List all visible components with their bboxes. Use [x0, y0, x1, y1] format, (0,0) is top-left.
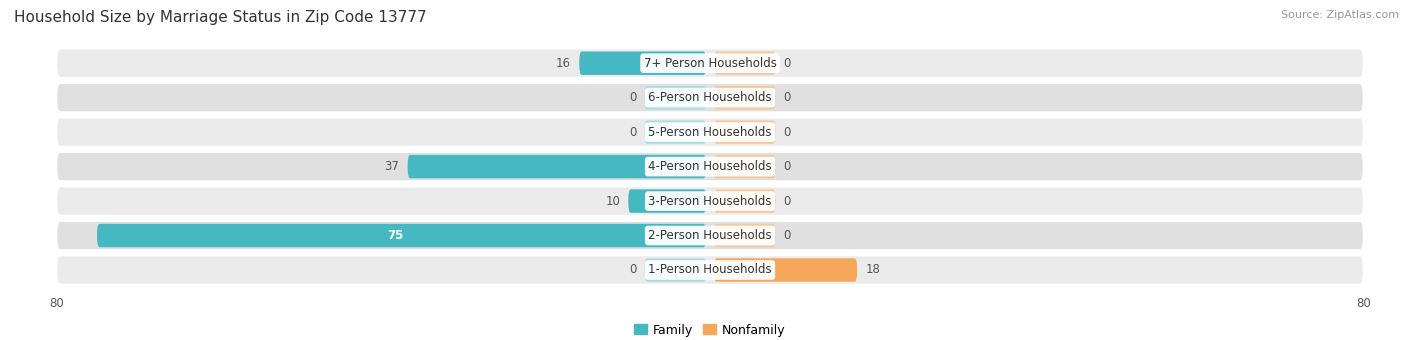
- Text: 7+ Person Households: 7+ Person Households: [644, 57, 776, 70]
- Legend: Family, Nonfamily: Family, Nonfamily: [630, 319, 790, 340]
- FancyBboxPatch shape: [579, 51, 706, 75]
- FancyBboxPatch shape: [644, 120, 706, 144]
- Text: 16: 16: [557, 57, 571, 70]
- FancyBboxPatch shape: [644, 258, 706, 282]
- Text: 5-Person Households: 5-Person Households: [648, 126, 772, 139]
- Text: 18: 18: [865, 264, 880, 276]
- Text: 0: 0: [783, 57, 792, 70]
- FancyBboxPatch shape: [56, 255, 1364, 285]
- FancyBboxPatch shape: [56, 118, 1364, 147]
- Text: 0: 0: [783, 160, 792, 173]
- Text: 10: 10: [605, 194, 620, 207]
- Text: 37: 37: [385, 160, 399, 173]
- Text: Source: ZipAtlas.com: Source: ZipAtlas.com: [1281, 10, 1399, 20]
- Text: 0: 0: [783, 91, 792, 104]
- FancyBboxPatch shape: [56, 49, 1364, 78]
- Text: Household Size by Marriage Status in Zip Code 13777: Household Size by Marriage Status in Zip…: [14, 10, 426, 25]
- FancyBboxPatch shape: [714, 51, 776, 75]
- Text: 0: 0: [783, 126, 792, 139]
- FancyBboxPatch shape: [408, 155, 706, 178]
- FancyBboxPatch shape: [714, 189, 776, 213]
- Text: 3-Person Households: 3-Person Households: [648, 194, 772, 207]
- FancyBboxPatch shape: [714, 120, 776, 144]
- Text: 1-Person Households: 1-Person Households: [648, 264, 772, 276]
- FancyBboxPatch shape: [644, 86, 706, 109]
- FancyBboxPatch shape: [714, 258, 858, 282]
- FancyBboxPatch shape: [628, 189, 706, 213]
- FancyBboxPatch shape: [714, 86, 776, 109]
- FancyBboxPatch shape: [56, 186, 1364, 216]
- Text: 0: 0: [783, 194, 792, 207]
- Text: 0: 0: [628, 126, 637, 139]
- Text: 2-Person Households: 2-Person Households: [648, 229, 772, 242]
- Text: 75: 75: [387, 229, 404, 242]
- FancyBboxPatch shape: [714, 224, 776, 247]
- FancyBboxPatch shape: [97, 224, 706, 247]
- FancyBboxPatch shape: [56, 83, 1364, 112]
- Text: 6-Person Households: 6-Person Households: [648, 91, 772, 104]
- Text: 0: 0: [628, 264, 637, 276]
- FancyBboxPatch shape: [56, 152, 1364, 181]
- Text: 4-Person Households: 4-Person Households: [648, 160, 772, 173]
- Text: 0: 0: [628, 91, 637, 104]
- FancyBboxPatch shape: [56, 221, 1364, 250]
- Text: 0: 0: [783, 229, 792, 242]
- FancyBboxPatch shape: [714, 155, 776, 178]
